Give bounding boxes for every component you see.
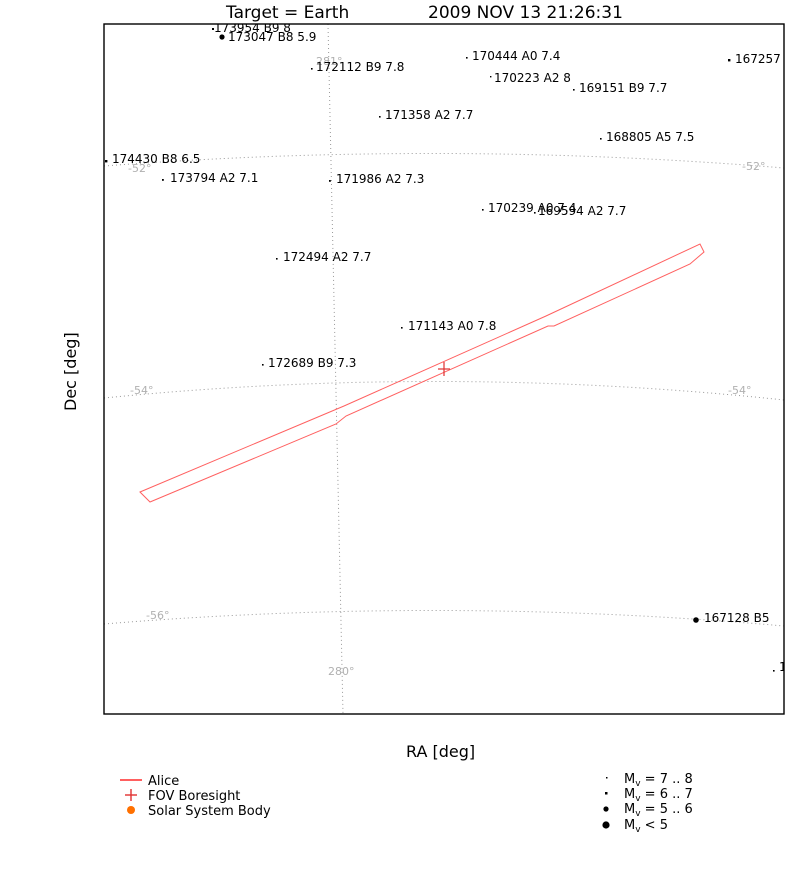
fov-boresight-marker bbox=[438, 362, 450, 376]
star-partial-edge: 1 bbox=[773, 660, 787, 674]
star-167257: 167257 bbox=[728, 52, 781, 66]
star-171358: 171358 A2 7.7 bbox=[379, 108, 473, 122]
y-axis-label: Dec [deg] bbox=[61, 332, 80, 411]
star-170223: 170223 A2 8 bbox=[490, 71, 571, 85]
svg-text:173047 B8 5.9: 173047 B8 5.9 bbox=[228, 30, 316, 44]
svg-text:174430 B8 6.5: 174430 B8 6.5 bbox=[112, 152, 200, 166]
legend-alice-label: Alice bbox=[148, 774, 179, 789]
dec-grid-line-52 bbox=[104, 152, 784, 169]
star-173047: 173047 B8 5.9 bbox=[219, 30, 316, 44]
chart-title-target: Target = Earth bbox=[225, 3, 349, 23]
svg-text:167257: 167257 bbox=[735, 52, 781, 66]
legend-boresight-label: FOV Boresight bbox=[148, 789, 240, 804]
star-173954: 173954 B9 8 bbox=[212, 21, 291, 35]
legend-solar-system-body-icon bbox=[127, 806, 135, 814]
star-169594: 169594 A2 7.7 bbox=[534, 204, 626, 218]
svg-text:173794 A2 7.1: 173794 A2 7.1 bbox=[170, 171, 258, 185]
dec-label-52-left: -52° bbox=[128, 162, 151, 175]
star-170239: 170239 A0 7.4 bbox=[482, 201, 576, 215]
grid-labels: -52° -52° -54° -54° -56° 281° 280° bbox=[128, 55, 765, 678]
svg-text:172112 B9 7.8: 172112 B9 7.8 bbox=[316, 60, 404, 74]
legend-mag-lt-5-icon bbox=[602, 821, 610, 829]
svg-text:170223 A2 8: 170223 A2 8 bbox=[494, 71, 571, 85]
legend-boresight-icon bbox=[125, 789, 137, 801]
legend-mag-6-7-label: Mv = 6 .. 7 bbox=[624, 787, 693, 804]
svg-text:167128 B5: 167128 B5 bbox=[704, 611, 770, 625]
svg-text:1: 1 bbox=[779, 660, 787, 674]
dec-grid-line-56 bbox=[104, 609, 784, 627]
legend: Alice FOV Boresight Solar System Body Mv… bbox=[120, 772, 693, 835]
svg-text:169594 A2 7.7: 169594 A2 7.7 bbox=[538, 204, 626, 218]
legend-mag-5-6-label: Mv = 5 .. 6 bbox=[624, 802, 693, 819]
star-173794: 173794 A2 7.1 bbox=[162, 171, 258, 185]
svg-text:170444 A0 7.4: 170444 A0 7.4 bbox=[472, 49, 560, 63]
star-171143: 171143 A0 7.8 bbox=[401, 319, 496, 333]
dec-label-54-right: -54° bbox=[728, 384, 751, 397]
plot-frame bbox=[103, 23, 785, 715]
dec-grid-line-54 bbox=[104, 380, 784, 401]
svg-text:172689 B9 7.3: 172689 B9 7.3 bbox=[268, 356, 356, 370]
dec-label-56-left: -56° bbox=[146, 609, 169, 622]
chart-title-time: 2009 NOV 13 21:26:31 bbox=[428, 3, 623, 23]
dec-label-54-left: -54° bbox=[130, 384, 153, 397]
svg-text:173954 B9 8: 173954 B9 8 bbox=[214, 21, 291, 35]
star-172112: 172112 B9 7.8 bbox=[311, 60, 404, 74]
star-171986: 171986 A2 7.3 bbox=[329, 172, 424, 186]
legend-solar-system-body-label: Solar System Body bbox=[148, 804, 271, 819]
ra-grid-line-281 bbox=[327, 24, 344, 714]
legend-mag-5-6-icon bbox=[603, 806, 609, 812]
svg-text:171358 A2 7.7: 171358 A2 7.7 bbox=[385, 108, 473, 122]
legend-mag-6-7-icon bbox=[605, 792, 608, 795]
star-172689: 172689 B9 7.3 bbox=[262, 356, 356, 370]
dec-label-52-right: -52° bbox=[742, 160, 765, 173]
legend-mag-lt-5-label: Mv < 5 bbox=[624, 818, 668, 835]
svg-text:168805 A5 7.5: 168805 A5 7.5 bbox=[606, 130, 694, 144]
svg-text:172494 A2 7.7: 172494 A2 7.7 bbox=[283, 250, 371, 264]
star-172494: 172494 A2 7.7 bbox=[276, 250, 371, 264]
legend-mag-7-8-icon bbox=[606, 777, 608, 779]
grid-lines bbox=[104, 24, 784, 714]
ra-label-281: 281° bbox=[316, 55, 343, 68]
legend-mag-7-8-label: Mv = 7 .. 8 bbox=[624, 772, 693, 789]
star-174430: 174430 B8 6.5 bbox=[105, 152, 200, 166]
star-170444: 170444 A0 7.4 bbox=[466, 49, 560, 63]
star-field: 173954 B9 8 173047 B8 5.9 172112 B9 7.8 … bbox=[105, 21, 787, 674]
svg-text:170239 A0 7.4: 170239 A0 7.4 bbox=[488, 201, 576, 215]
x-axis-label: RA [deg] bbox=[406, 742, 475, 761]
svg-text:169151 B9 7.7: 169151 B9 7.7 bbox=[579, 81, 667, 95]
star-167128: 167128 B5 bbox=[693, 611, 770, 625]
ra-label-280: 280° bbox=[328, 665, 355, 678]
alice-fov-outline bbox=[139, 243, 705, 503]
star-168805: 168805 A5 7.5 bbox=[600, 130, 694, 144]
svg-text:171986 A2 7.3: 171986 A2 7.3 bbox=[336, 172, 424, 186]
svg-text:171143 A0 7.8: 171143 A0 7.8 bbox=[408, 319, 496, 333]
star-169151: 169151 B9 7.7 bbox=[573, 81, 667, 95]
